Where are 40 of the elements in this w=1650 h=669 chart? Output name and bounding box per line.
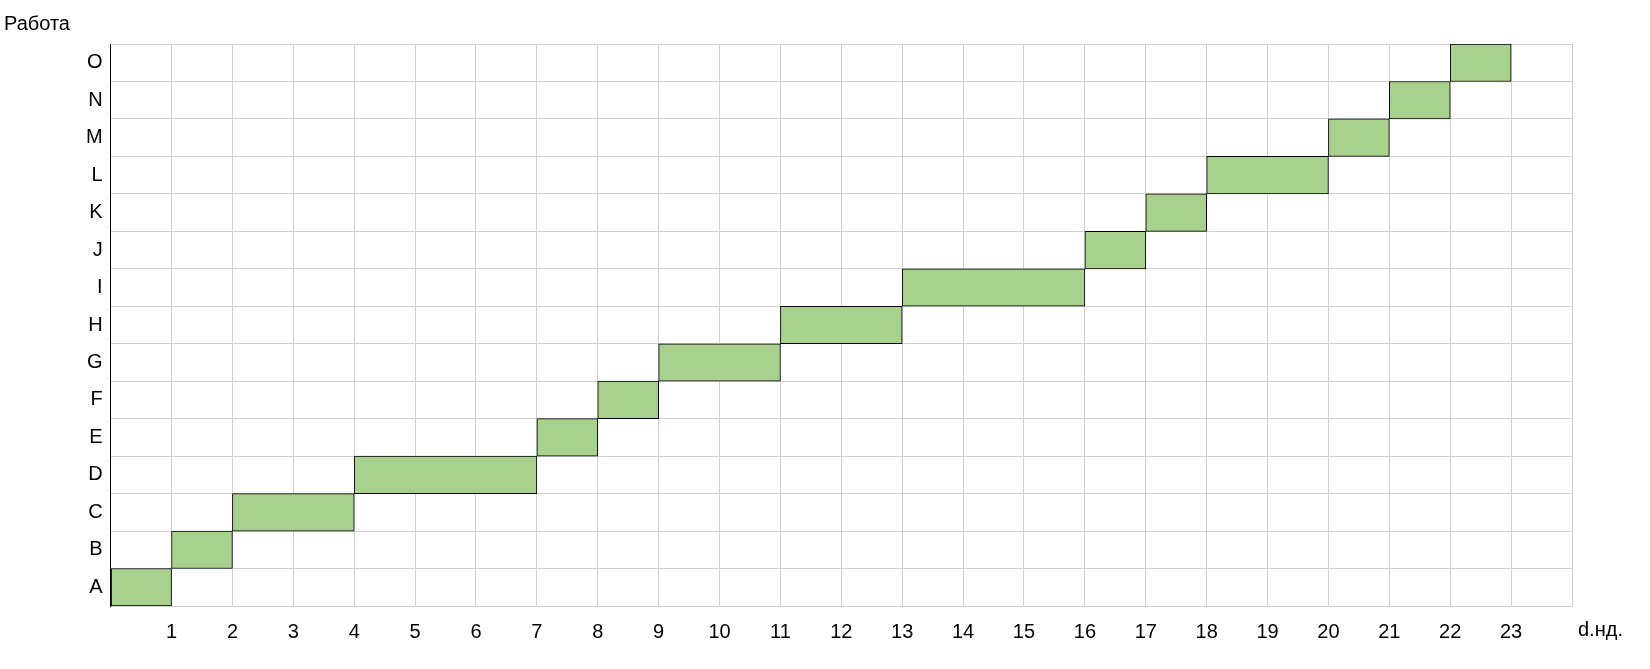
y-tick-label: L xyxy=(91,162,103,185)
x-tick-label: 13 xyxy=(891,619,914,642)
x-tick-label: 3 xyxy=(287,619,299,642)
x-tick-label: 11 xyxy=(770,619,791,642)
y-tick-label: D xyxy=(88,462,103,485)
y-tick-label: A xyxy=(89,574,104,597)
y-tick-label: B xyxy=(89,537,103,560)
y-tick-label: J xyxy=(92,237,103,260)
x-tick-label: 19 xyxy=(1256,619,1279,642)
x-tick-label: 4 xyxy=(348,619,360,642)
x-tick-label: 10 xyxy=(708,619,731,642)
x-tick-label: 16 xyxy=(1073,619,1097,642)
x-tick-label: 7 xyxy=(531,619,543,642)
x-tick-label: 14 xyxy=(951,619,975,642)
x-tick-label: 22 xyxy=(1439,619,1462,642)
x-tick-label: 9 xyxy=(653,619,665,642)
x-tick-label: 6 xyxy=(470,619,482,642)
x-tick-label: 15 xyxy=(1012,619,1036,642)
x-axis-title: d.нд. xyxy=(1578,618,1623,641)
y-tick-label: N xyxy=(88,87,103,110)
x-tick-label: 5 xyxy=(409,619,421,642)
x-tick-label: 1 xyxy=(165,619,178,642)
y-tick-label: H xyxy=(88,312,103,335)
x-tick-label: 2 xyxy=(226,619,238,642)
x-tick-label: 12 xyxy=(830,619,853,642)
y-tick-label: I xyxy=(97,275,103,298)
x-tick-label: 8 xyxy=(592,619,604,642)
y-axis-title: Работа xyxy=(4,12,70,35)
x-tick-label: 17 xyxy=(1134,619,1157,642)
x-tick-label: 21 xyxy=(1378,619,1401,642)
x-tick-label: 18 xyxy=(1195,619,1218,642)
y-tick-label: O xyxy=(87,50,103,73)
y-tick-label: K xyxy=(89,200,104,223)
y-tick-label: C xyxy=(88,499,103,522)
x-tick-label: 20 xyxy=(1317,619,1340,642)
x-tick-label: 23 xyxy=(1499,619,1523,642)
y-tick-label: G xyxy=(87,349,103,372)
y-tick-label: M xyxy=(85,125,103,148)
y-tick-label: E xyxy=(89,424,103,447)
y-tick-label: F xyxy=(90,387,103,410)
